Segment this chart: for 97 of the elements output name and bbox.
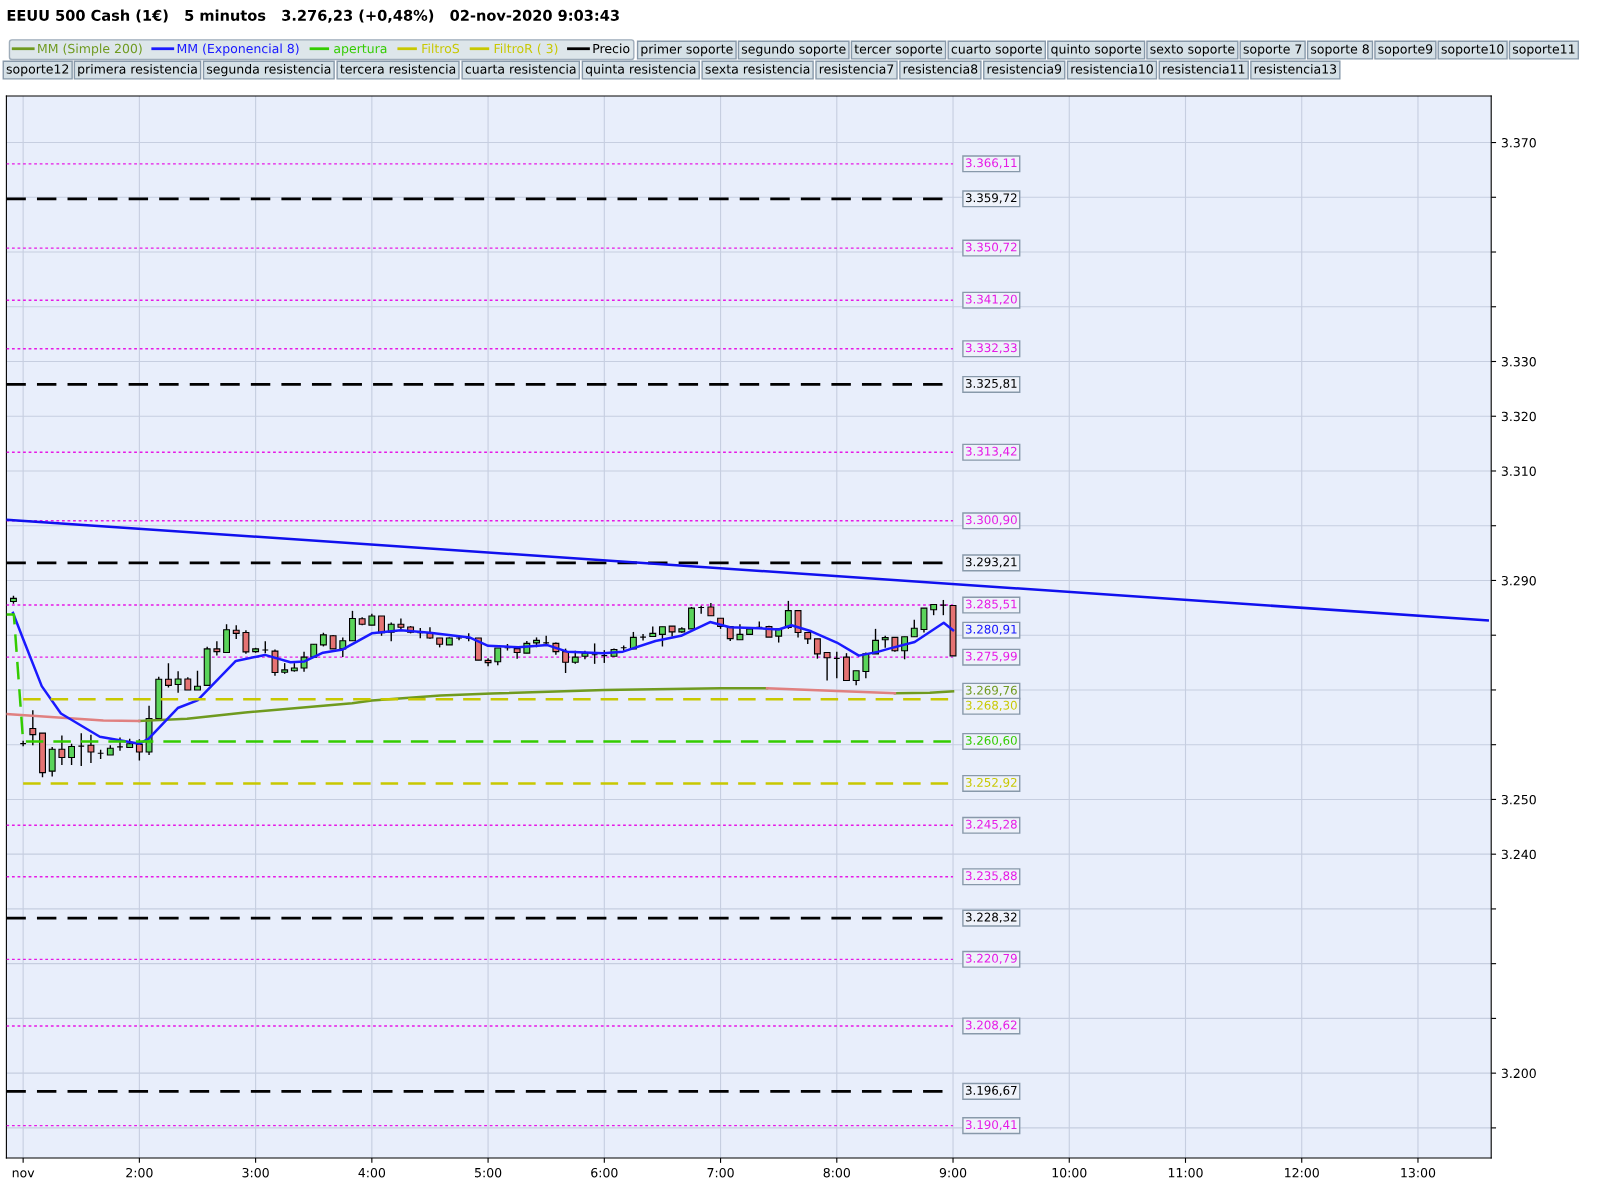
text: soporte 8 [1311, 44, 1369, 57]
ref-line-label: 3.228,32 [965, 912, 1017, 923]
text: primera resistencia [78, 64, 197, 77]
candlestick [164, 662, 172, 689]
candlestick [174, 670, 182, 694]
legend-label: FiltroS [422, 43, 460, 54]
ref-line-label: 3.366,11 [965, 158, 1017, 169]
x-tick-label: 11:00 [1168, 1167, 1203, 1178]
text: cuarta resistencia [465, 64, 576, 74]
ref-line-label: 3.293,21 [965, 557, 1017, 568]
data-label: 3.252,92 [965, 777, 1017, 789]
text: cuarto soporte [951, 44, 1042, 57]
text: segundo soporte [741, 44, 846, 57]
text: resistencia11 [1163, 64, 1245, 74]
ref-line-label: 3.313,42 [965, 446, 1017, 457]
y-tick-label: 3.250 [1501, 794, 1536, 805]
ref-line-label: 3.245,28 [965, 819, 1017, 830]
x-tick-label: nov [12, 1170, 35, 1178]
text: sexta resistencia [705, 64, 810, 74]
x-tick-label: 4:00 [358, 1167, 386, 1178]
x-tick-label: 3:00 [242, 1167, 269, 1178]
text: soporte10 [1441, 44, 1504, 57]
candlestick [378, 615, 385, 637]
text: primer soporte [641, 44, 733, 57]
y-tick-label: 3.290 [1501, 575, 1536, 586]
y-tick-label: 3.370 [1501, 138, 1536, 148]
ref-line-label: 3.208,62 [965, 1020, 1017, 1031]
ref-line-label: 3.341,20 [965, 294, 1017, 305]
text: soporte 7 [1243, 44, 1302, 57]
candlestick [58, 734, 66, 766]
x-tick-label: 12:00 [1285, 1167, 1319, 1178]
ref-line-label: 3.300,90 [965, 515, 1017, 526]
ref-line-label: 3.350,72 [965, 242, 1017, 253]
candlestick [484, 657, 492, 667]
x-tick-label: 8:00 [823, 1167, 850, 1178]
candlestick [688, 606, 695, 630]
ref-line-label: 3.275,99 [965, 651, 1017, 662]
candlestick [223, 623, 231, 654]
candlestick [48, 746, 56, 778]
ref-line-label: 3.285,51 [965, 599, 1017, 610]
x-tick-label: 5:00 [475, 1167, 502, 1178]
data-label: 3.260,60 [965, 735, 1017, 747]
text: resistencia9 [987, 64, 1062, 74]
text: soporte11 [1512, 44, 1575, 57]
y-tick-label: 3.200 [1501, 1068, 1536, 1079]
candlestick [68, 743, 76, 766]
x-tick-label: 10:00 [1052, 1167, 1087, 1178]
candlestick [271, 648, 279, 677]
x-tick-label: 7:00 [707, 1167, 734, 1178]
legend-label: FiltroR ( 3) [494, 43, 558, 55]
text: resistencia10 [1071, 64, 1153, 74]
legend-label: Precio [593, 43, 630, 54]
x-tick-label: 2:00 [126, 1167, 153, 1178]
text: soporte12 [6, 64, 69, 77]
y-tick-label: 3.320 [1501, 411, 1536, 422]
legend-label: MM (Simple 200) [38, 43, 142, 56]
text: segunda resistencia [206, 64, 331, 77]
data-label: 3.268,30 [965, 700, 1017, 711]
y-tick-label: 3.310 [1501, 466, 1536, 476]
candlestick [213, 640, 221, 657]
candlestick [813, 638, 821, 660]
text: quinto soporte [1051, 44, 1142, 57]
ref-line-label: 3.196,67 [965, 1085, 1017, 1097]
legend-label: MM (Exponencial 8) [177, 43, 299, 56]
candlestick [823, 651, 831, 682]
candlestick [562, 647, 570, 674]
ref-line-label: 3.359,72 [965, 193, 1017, 204]
text: sexto soporte [1150, 44, 1235, 57]
candlestick [29, 709, 37, 746]
y-tick-label: 3.330 [1501, 356, 1536, 367]
candlestick [194, 670, 201, 691]
y-tick-label: 3.240 [1501, 849, 1536, 860]
text: tercer soporte [854, 44, 943, 57]
candlestick [349, 610, 356, 642]
data-label: 3.269,76 [965, 685, 1017, 696]
data-label: 3.280,91 [965, 624, 1017, 635]
candlestick [658, 626, 666, 648]
ref-line-label: 3.235,88 [965, 871, 1017, 882]
candlestick [242, 629, 250, 655]
text: tercera resistencia [340, 64, 456, 74]
text: resistencia13 [1254, 64, 1337, 74]
text: quinta resistencia [585, 64, 696, 77]
text: resistencia7 [819, 64, 894, 74]
ref-line-label: 3.190,41 [965, 1120, 1017, 1131]
text: soporte9 [1378, 44, 1433, 57]
ref-line-label: 3.332,33 [965, 343, 1017, 354]
candlestick [87, 734, 95, 764]
candlestick [843, 652, 850, 682]
ref-line-label: 3.220,79 [965, 953, 1017, 964]
candlestick [920, 607, 928, 634]
x-tick-label: 6:00 [591, 1167, 618, 1178]
ref-line-label: 3.325,81 [965, 378, 1017, 390]
legend-label: apertura [334, 44, 387, 56]
text: resistencia8 [903, 64, 978, 74]
x-tick-label: 9:00 [939, 1167, 967, 1178]
x-tick-label: 13:00 [1401, 1167, 1436, 1178]
chart-title: EEUU 500 Cash (1€) 5 minutos 3.276,23 (+0,48%) 02-nov-2020 9:03:43 [7, 9, 619, 23]
